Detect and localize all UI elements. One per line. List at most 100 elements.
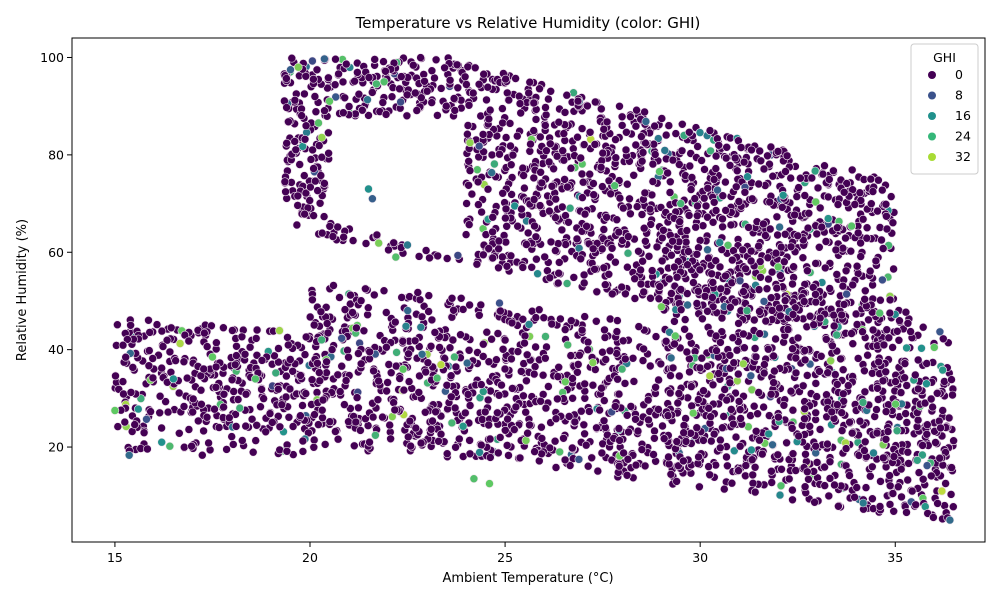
scatter-point <box>505 119 515 128</box>
scatter-point <box>597 244 607 254</box>
scatter-point <box>374 238 384 248</box>
scatter-point <box>575 350 584 360</box>
scatter-point <box>290 137 300 146</box>
scatter-point <box>300 209 309 219</box>
scatter-point <box>615 193 625 203</box>
scatter-point <box>600 280 610 290</box>
scatter-point <box>852 261 862 271</box>
scatter-point <box>320 179 329 188</box>
scatter-point <box>474 141 484 151</box>
scatter-point <box>625 194 634 204</box>
scatter-point <box>470 63 480 73</box>
scatter-point <box>314 141 324 150</box>
scatter-point <box>588 244 598 254</box>
scatter-point <box>814 243 824 252</box>
scatter-point <box>465 166 475 175</box>
scatter-point <box>520 338 529 348</box>
scatter-point <box>381 67 390 76</box>
scatter-point <box>498 189 508 198</box>
scatter-point <box>297 111 306 120</box>
scatter-point <box>501 133 511 142</box>
scatter-point <box>744 223 753 232</box>
scatter-point <box>402 90 412 100</box>
scatter-point <box>617 121 627 130</box>
scatter-point <box>308 295 317 305</box>
scatter-point <box>693 201 702 211</box>
scatter-point <box>878 244 888 253</box>
scatter-point <box>711 460 721 470</box>
scatter-point <box>692 299 702 308</box>
scatter-point <box>590 140 600 149</box>
scatter-point <box>339 232 348 242</box>
scatter-point <box>639 223 649 233</box>
scatter-point <box>487 150 497 160</box>
scatter-point <box>581 440 591 450</box>
scatter-point <box>408 60 418 70</box>
scatter-point <box>623 232 633 241</box>
scatter-point <box>372 79 381 89</box>
scatter-point <box>465 449 475 459</box>
scatter-point <box>781 167 790 176</box>
scatter-point <box>521 407 531 417</box>
scatter-point <box>739 157 749 167</box>
scatter-point <box>338 77 348 87</box>
scatter-point <box>885 295 895 305</box>
scatter-point <box>501 204 511 214</box>
scatter-point <box>293 191 303 201</box>
scatter-point <box>464 157 474 166</box>
scatter-point <box>333 434 343 444</box>
scatter-point <box>554 268 564 278</box>
scatter-point <box>793 231 803 241</box>
scatter-point <box>413 288 423 297</box>
scatter-point <box>636 279 646 289</box>
scatter-point <box>877 185 887 195</box>
scatter-point <box>866 174 876 184</box>
scatter-point <box>860 286 870 296</box>
scatter-point <box>599 263 609 273</box>
scatter-point <box>777 203 787 212</box>
scatter-point <box>482 327 492 337</box>
scatter-point <box>554 258 564 267</box>
scatter-point <box>369 290 379 300</box>
scatter-point <box>531 313 541 322</box>
scatter-point <box>361 284 370 294</box>
scatter-point <box>485 105 495 115</box>
scatter-point <box>566 316 576 326</box>
scatter-point <box>381 308 391 317</box>
scatter-point <box>458 305 468 314</box>
scatter-point <box>320 106 329 115</box>
scatter-point <box>831 245 841 255</box>
scatter-point <box>623 248 633 258</box>
scatter-point <box>484 114 494 124</box>
scatter-point <box>600 325 609 335</box>
scatter-point <box>589 179 598 188</box>
scatter-point <box>314 118 323 128</box>
scatter-point <box>850 200 860 209</box>
scatter-point <box>549 164 558 174</box>
scatter-point <box>695 236 705 245</box>
scatter-point <box>684 211 694 220</box>
scatter-point <box>335 293 344 302</box>
scatter-point <box>557 225 567 235</box>
scatter-point <box>632 202 642 211</box>
scatter-point <box>501 213 510 223</box>
scatter-point <box>414 252 424 261</box>
scatter-point <box>815 203 825 213</box>
scatter-point <box>817 222 827 232</box>
scatter-point <box>585 169 595 179</box>
scatter-point <box>612 327 622 336</box>
scatter-point <box>599 125 609 134</box>
scatter-point <box>565 203 575 213</box>
scatter-point <box>402 111 412 121</box>
scatter-point <box>747 194 757 204</box>
scatter-point <box>881 200 891 209</box>
scatter-point <box>445 343 455 353</box>
scatter-point <box>329 281 338 290</box>
scatter-point <box>611 153 621 162</box>
scatter-point <box>583 345 593 355</box>
scatter-point <box>305 312 315 322</box>
scatter-point <box>746 246 756 256</box>
scatter-point <box>508 150 518 160</box>
scatter-point <box>506 160 516 169</box>
scatter-point <box>765 224 775 234</box>
